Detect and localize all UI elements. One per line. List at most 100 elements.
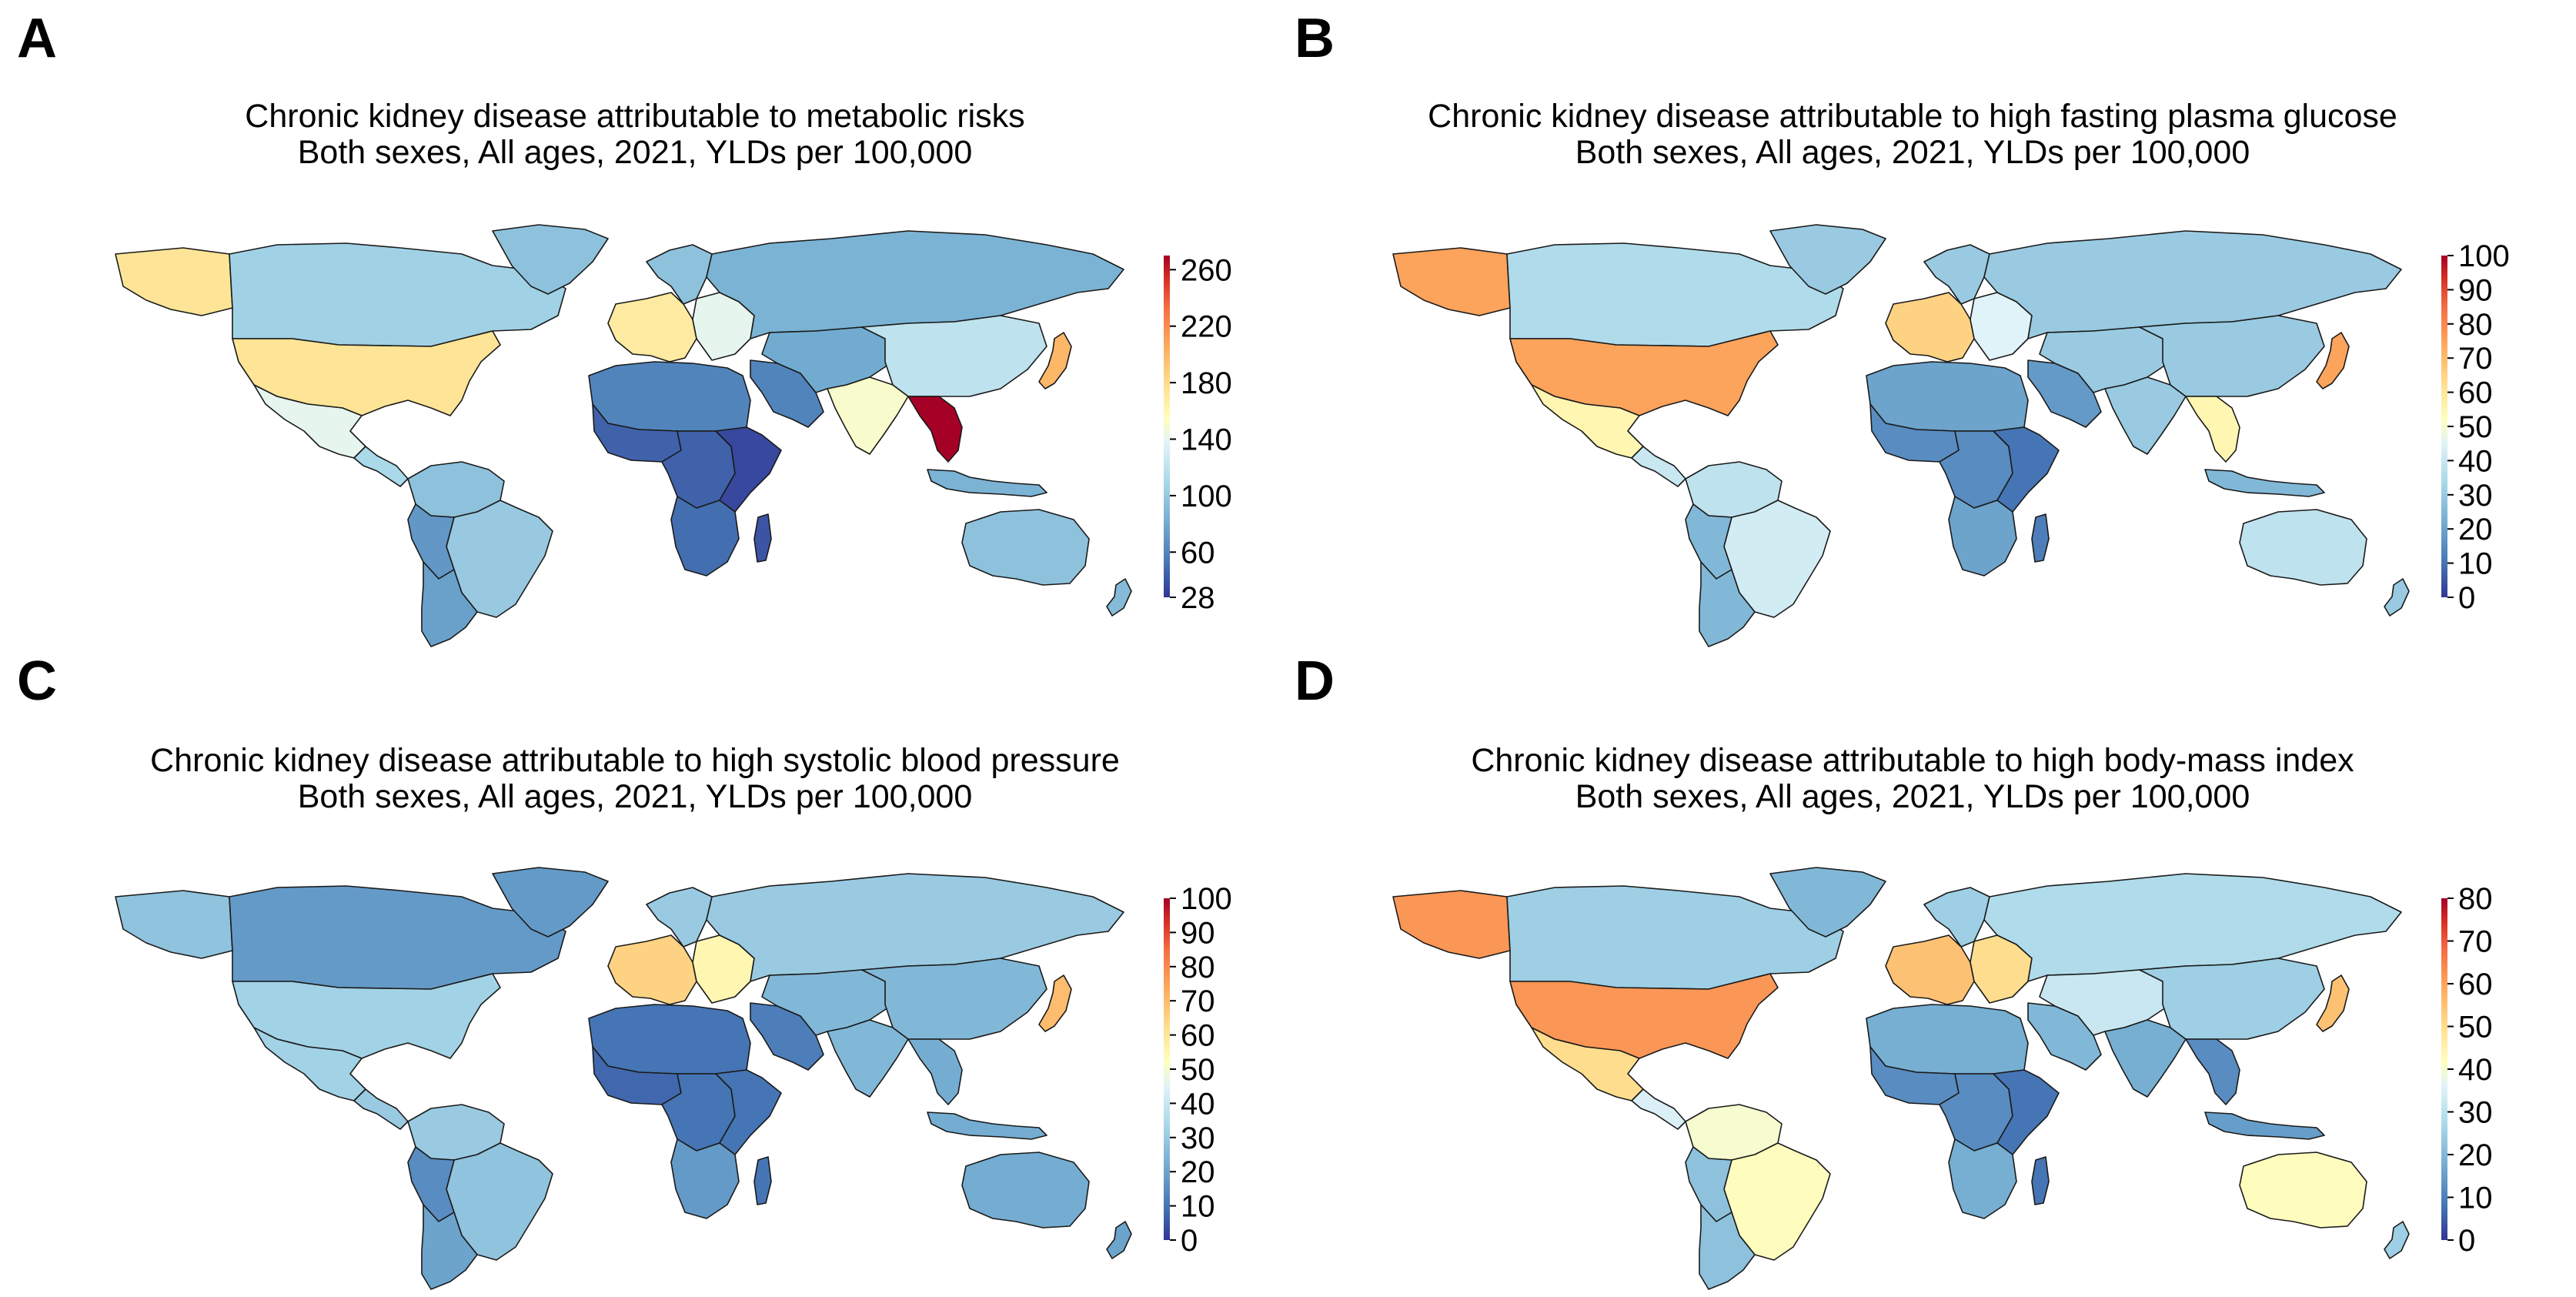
colorbar-tick-label: 60 — [1181, 1019, 1215, 1053]
region-new-zealand — [2384, 1221, 2410, 1259]
colorbar-tick-label: 20 — [2458, 1138, 2493, 1172]
region-southeast-asia — [2185, 396, 2240, 463]
region-western-europe — [1885, 292, 1975, 363]
colorbar-tick-label: 260 — [1181, 253, 1232, 287]
region-australia — [2239, 509, 2367, 586]
colorbar-tick-label: 50 — [1181, 1053, 1215, 1087]
panel-letter: D — [1295, 650, 1335, 712]
region-madagascar — [753, 1156, 772, 1205]
colorbar-tick-label: 0 — [2458, 581, 2475, 615]
title-line-1: Chronic kidney disease attributable to h… — [150, 742, 1120, 779]
colorbar-tick-label: 30 — [1181, 1122, 1215, 1155]
country-regions — [115, 867, 1132, 1290]
colorbar-tick-label: 140 — [1181, 423, 1232, 457]
region-alaska — [1392, 247, 1511, 316]
region-new-zealand — [1106, 578, 1132, 617]
region-australia — [961, 1152, 1090, 1228]
panel-a: A Chronic kidney disease attributable to… — [0, 0, 1278, 647]
region-north-africa — [1866, 1004, 2029, 1075]
region-australia — [2239, 1152, 2367, 1228]
region-greenland — [492, 867, 609, 938]
colorbar-tick-label: 100 — [1181, 882, 1232, 916]
region-china — [861, 958, 1047, 1040]
region-greenland — [1769, 867, 1886, 938]
region-western-europe — [1885, 934, 1975, 1005]
region-japan — [1038, 974, 1072, 1032]
panel-d: D Chronic kidney disease attributable to… — [1278, 643, 2555, 1290]
region-north-africa — [588, 361, 751, 432]
panel-letter: A — [17, 8, 57, 69]
colorbar-tick-label: 0 — [1181, 1224, 1198, 1258]
colorbar-tick-label: 70 — [2458, 342, 2493, 376]
colorbar-tick-label: 60 — [2458, 376, 2493, 410]
region-japan — [1038, 332, 1072, 389]
colorbar-tick-label: 20 — [2458, 513, 2493, 547]
region-east-africa — [1993, 1069, 2060, 1155]
country-regions — [1392, 224, 2410, 647]
region-central-america — [353, 446, 409, 487]
region-scandinavia — [646, 887, 713, 948]
region-east-africa — [1993, 426, 2060, 513]
region-south-asia — [827, 1019, 909, 1098]
colorbar-tick-label: 10 — [2458, 1182, 2493, 1215]
region-greenland — [492, 224, 609, 295]
colorbar-tick-label: 40 — [2458, 1053, 2493, 1087]
region-alaska — [115, 890, 233, 959]
region-indonesia — [2204, 1111, 2325, 1140]
region-madagascar — [753, 513, 772, 563]
region-southeast-asia — [907, 396, 963, 463]
colorbar-tick-label: 28 — [1181, 581, 1215, 615]
colorbar-tick-label: 220 — [1181, 310, 1232, 344]
colorbar-tick-label: 100 — [2458, 239, 2510, 273]
panel-title: Chronic kidney disease attributable to h… — [0, 743, 1270, 815]
region-scandinavia — [1923, 887, 1990, 948]
title-line-2: Both sexes, All ages, 2021, YLDs per 100… — [1575, 778, 2250, 815]
region-southern-africa — [670, 1138, 740, 1219]
world-map: 28 60 100 140 180 220 260 — [115, 224, 1232, 647]
region-south-asia — [827, 376, 909, 455]
region-east-africa — [715, 426, 782, 513]
region-indonesia — [927, 469, 1047, 497]
colorbar-tick-label: 180 — [1181, 366, 1232, 400]
region-alaska — [1392, 890, 1511, 959]
colorbar-tick-label: 60 — [2458, 968, 2493, 1001]
region-south-asia — [2104, 1019, 2187, 1098]
colorbar — [2441, 898, 2447, 1240]
colorbar-tick-label: 80 — [2458, 882, 2493, 916]
region-east-africa — [715, 1069, 782, 1155]
country-regions — [115, 224, 1132, 647]
title-line-2: Both sexes, All ages, 2021, YLDs per 100… — [1575, 134, 2250, 171]
colorbar — [2441, 256, 2447, 597]
colorbar-tick-label: 20 — [1181, 1155, 1215, 1189]
region-southern-africa — [1948, 496, 2017, 577]
region-central-america — [353, 1088, 409, 1130]
region-alaska — [115, 247, 233, 316]
region-southeast-asia — [907, 1038, 963, 1105]
title-line-1: Chronic kidney disease attributable to m… — [245, 98, 1025, 135]
region-central-america — [1631, 1088, 1686, 1130]
region-china — [2139, 958, 2325, 1040]
region-southern-cone — [1699, 561, 1756, 647]
colorbar-tick-label: 40 — [2458, 444, 2493, 478]
colorbar-tick-label: 0 — [2458, 1224, 2475, 1258]
colorbar-tick-label: 80 — [1181, 951, 1215, 984]
colorbar-tick-label: 50 — [2458, 410, 2493, 444]
title-line-2: Both sexes, All ages, 2021, YLDs per 100… — [297, 778, 973, 815]
region-southeast-asia — [2185, 1038, 2240, 1105]
panel-title: Chronic kidney disease attributable to h… — [1278, 99, 2548, 171]
region-japan — [2316, 974, 2350, 1032]
colorbar-tick-label: 40 — [1181, 1087, 1215, 1121]
region-southern-cone — [421, 561, 478, 647]
region-southern-africa — [1948, 1138, 2017, 1219]
region-new-zealand — [2384, 578, 2410, 617]
colorbar-tick-label: 70 — [1181, 984, 1215, 1018]
region-western-europe — [607, 292, 697, 363]
region-indonesia — [2204, 469, 2325, 497]
region-madagascar — [2031, 1156, 2050, 1205]
region-australia — [961, 509, 1090, 586]
panel-letter: B — [1295, 8, 1335, 69]
region-south-asia — [2104, 376, 2187, 455]
region-new-zealand — [1106, 1221, 1132, 1259]
